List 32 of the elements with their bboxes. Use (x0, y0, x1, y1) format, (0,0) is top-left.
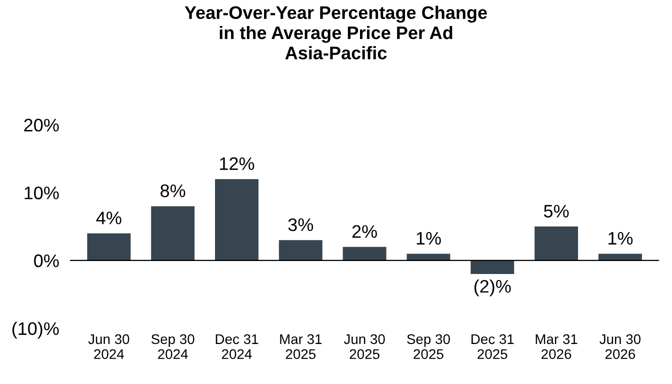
bar (342, 246, 386, 260)
data-label: 12% (220, 157, 254, 170)
data-label: 1% (608, 232, 633, 245)
x-tick-label: Jun 30 2025 (344, 334, 385, 360)
bar (470, 260, 514, 274)
chart-title: Year-Over-Year Percentage Change in the Average Price Per Ad Asia-Pacific (184, 6, 487, 60)
bar (215, 179, 258, 260)
data-label: 8% (160, 184, 186, 198)
x-tick-label: Jun 30 2024 (88, 334, 130, 360)
bar (87, 233, 131, 260)
x-tick-label: Mar 31 2026 (536, 334, 578, 360)
data-label: 1% (416, 232, 441, 245)
data-label: 4% (96, 212, 122, 224)
bar (151, 206, 195, 260)
data-label: 3% (288, 218, 314, 232)
x-tick-label: Mar 31 2025 (280, 334, 322, 360)
data-label: 5% (544, 204, 569, 218)
y-tick-label: 20% (24, 118, 59, 132)
x-tick-label: Sep 30 2025 (407, 334, 450, 360)
data-label: 2% (352, 225, 377, 238)
y-tick-label: (10)% (12, 322, 59, 339)
bar (598, 254, 642, 260)
bar (278, 240, 322, 260)
data-label: (2)% (474, 279, 511, 296)
x-tick-label: Dec 31 2025 (472, 334, 514, 360)
y-tick-label: 10% (24, 186, 59, 200)
bar (406, 254, 450, 260)
x-tick-label: Sep 30 2024 (151, 334, 194, 360)
y-tick-label: 0% (34, 254, 59, 268)
x-tick-label: Jun 30 2026 (600, 334, 641, 360)
bar (534, 226, 578, 260)
x-tick-label: Dec 31 2024 (216, 334, 258, 360)
